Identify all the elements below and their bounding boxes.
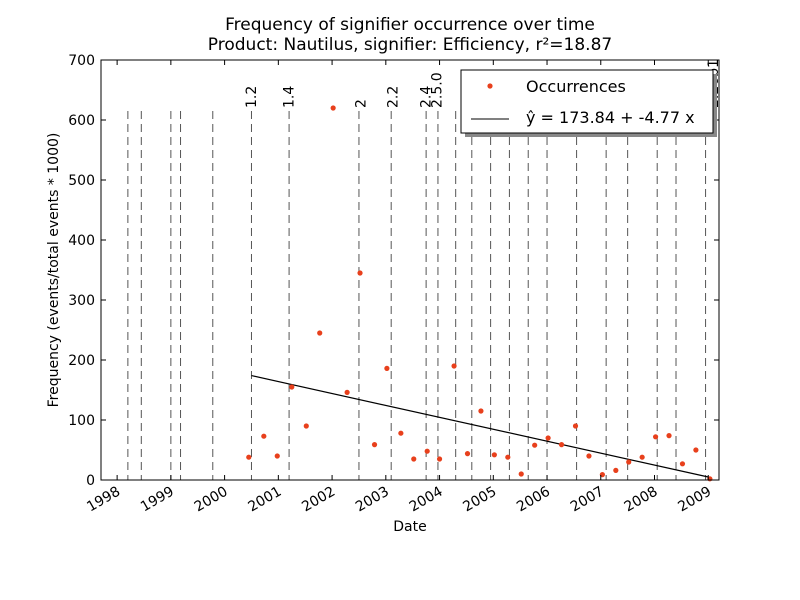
- x-tick-label: 2000: [192, 484, 231, 516]
- release-label: 1.2: [244, 86, 260, 108]
- data-point: [246, 454, 252, 460]
- data-point: [613, 467, 619, 473]
- release-label: 1.4: [281, 86, 297, 108]
- y-axis-label: Frequency (events/total events * 1000): [46, 133, 62, 408]
- data-point: [371, 442, 378, 448]
- axes-layer: [100, 59, 720, 481]
- y-tick-label: 700: [68, 53, 95, 69]
- data-point: [451, 363, 457, 369]
- data-point: [424, 448, 430, 454]
- data-point: [532, 442, 538, 448]
- data-point: [344, 389, 350, 395]
- y-tick-label: 300: [68, 293, 95, 309]
- data-point: [289, 384, 295, 390]
- chart-title: Frequency of signifier occurrence over t…: [225, 15, 595, 35]
- y-tick-label: 600: [68, 113, 95, 129]
- x-tick-label: 2001: [245, 484, 284, 516]
- data-point: [572, 423, 579, 429]
- data-point: [586, 453, 592, 459]
- data-point: [491, 452, 497, 458]
- legend: Occurrences ŷ = 173.84 + -4.77 x: [460, 69, 717, 137]
- x-tick-label: 1999: [138, 484, 177, 516]
- plot-frame: [100, 59, 720, 481]
- data-point: [436, 456, 443, 462]
- fit-line: [251, 375, 709, 478]
- data-point: [317, 330, 323, 336]
- data-point: [652, 434, 659, 440]
- data-point: [558, 442, 565, 448]
- x-tick-label: 2002: [299, 484, 338, 516]
- release-lines: 1.21.422.22.42.5.02.26b1: [127, 59, 722, 480]
- data-point: [261, 433, 267, 439]
- data-point: [384, 365, 390, 371]
- data-point: [505, 454, 511, 460]
- fit-layer: [251, 375, 709, 478]
- data-point: [693, 447, 699, 453]
- points-layer: [246, 105, 713, 482]
- x-tick-label: 2009: [675, 484, 714, 516]
- data-point: [639, 454, 645, 460]
- release-label: 2.2: [386, 86, 402, 108]
- y-tick-label: 400: [68, 233, 95, 249]
- y-tick-label: 200: [68, 353, 95, 369]
- data-point: [411, 456, 417, 462]
- data-point: [330, 105, 336, 111]
- data-point: [464, 451, 471, 457]
- data-point: [303, 423, 309, 429]
- legend-marker-occurrences: [487, 83, 493, 89]
- data-point: [518, 471, 524, 477]
- legend-label-fit: ŷ = 173.84 + -4.77 x: [526, 108, 695, 127]
- data-point: [626, 459, 632, 465]
- release-label: 2.5.0: [430, 72, 446, 108]
- x-tick-label: 2004: [407, 484, 446, 516]
- x-tick-label: 2003: [353, 484, 392, 516]
- x-tick-label: 2007: [568, 484, 607, 516]
- chart-subtitle: Product: Nautilus, signifier: Efficiency…: [208, 35, 612, 55]
- data-point: [666, 433, 672, 439]
- data-point: [357, 270, 363, 276]
- y-tick-label: 500: [68, 173, 95, 189]
- release-label: 2.4: [418, 86, 434, 108]
- y-tick-label: 0: [86, 473, 95, 489]
- x-tick-label: 2008: [622, 484, 661, 516]
- x-tick-label: 2006: [514, 484, 553, 516]
- legend-label-occurrences: Occurrences: [526, 77, 626, 96]
- x-tick-label: 2005: [460, 484, 499, 516]
- legend-box: [460, 69, 714, 134]
- data-point: [545, 435, 551, 441]
- data-point: [274, 453, 280, 459]
- x-axis-label: Date: [393, 519, 426, 535]
- y-tick-label: 100: [68, 413, 95, 429]
- data-point: [679, 461, 686, 467]
- data-point: [478, 408, 484, 414]
- release-label: 2: [353, 99, 369, 108]
- data-point: [398, 430, 404, 436]
